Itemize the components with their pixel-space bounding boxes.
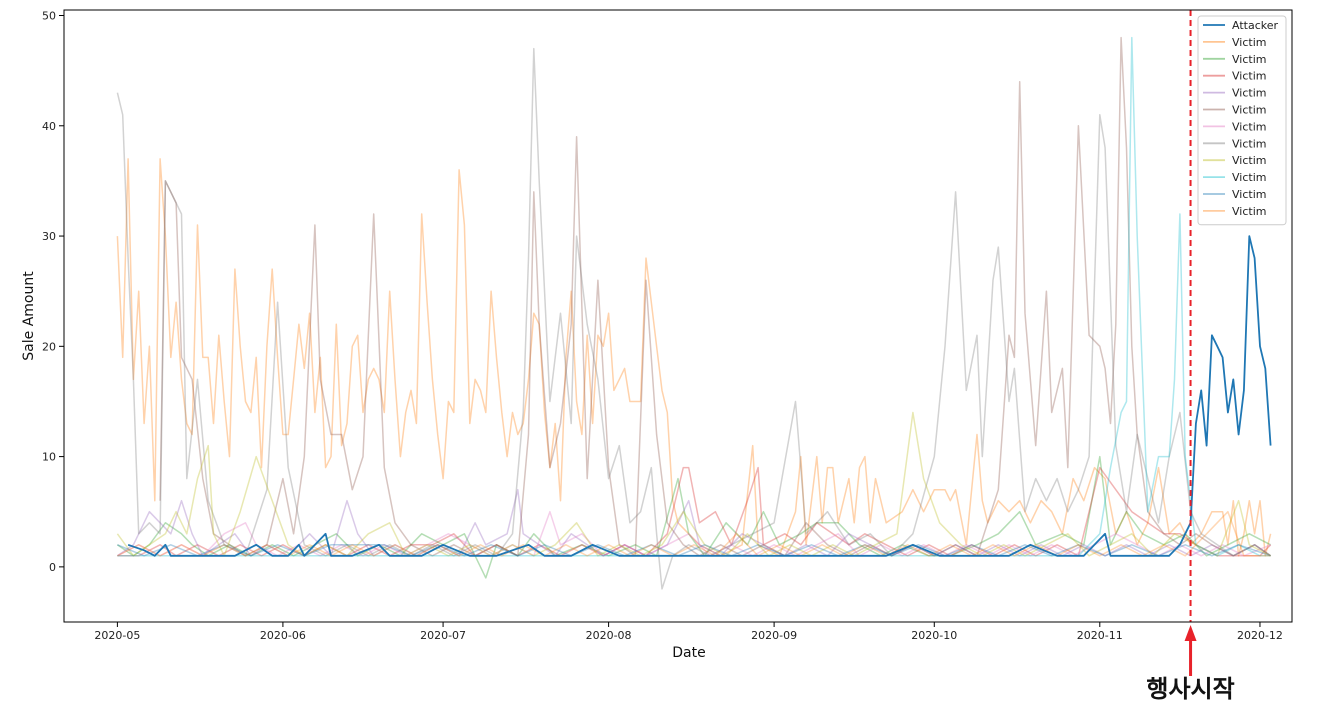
x-tick-label: 2020-11 (1077, 629, 1123, 642)
x-tick-label: 2020-07 (420, 629, 466, 642)
x-tick-label: 2020-05 (94, 629, 140, 642)
legend-entry-label: Victim (1232, 171, 1266, 184)
y-tick-label: 20 (42, 340, 56, 353)
y-axis: 0 10 20 30 40 50 (42, 10, 64, 574)
legend-entry-label: Victim (1232, 205, 1266, 218)
series-line-1 (116, 158, 1272, 557)
legend-entry-label: Victim (1232, 104, 1266, 117)
x-tick-label: 2020-10 (911, 629, 957, 642)
series-line-10 (117, 544, 1271, 557)
series-layer (116, 36, 1272, 590)
y-tick-label: 50 (42, 10, 56, 23)
legend-entry-label: Victim (1232, 137, 1266, 150)
x-tick-label: 2020-06 (260, 629, 306, 642)
annotation-layer: 행사시작 (1146, 625, 1235, 703)
series-line-0 (127, 235, 1272, 557)
y-tick-label: 0 (49, 561, 56, 574)
series-line-7 (116, 47, 1272, 590)
x-axis: 2020-05 2020-06 2020-07 2020-08 2020-09 2020-… (94, 622, 1283, 642)
x-axis-title: Date (672, 645, 705, 661)
legend-entry-label: Victim (1232, 188, 1266, 201)
legend-entry-label: Victim (1232, 154, 1266, 167)
legend: Attacker Victim Victim Victim Victim Victim Vi… (1197, 15, 1287, 226)
x-tick-label: 2020-09 (751, 629, 797, 642)
legend-entry-label: Victim (1232, 36, 1266, 49)
legend-entry-label: Attacker (1232, 19, 1278, 32)
series-line-6 (117, 510, 1271, 557)
y-tick-label: 30 (42, 230, 56, 243)
y-tick-label: 10 (42, 451, 56, 464)
series-line-4 (116, 488, 1272, 557)
series-line-5 (159, 36, 1272, 557)
x-tick-label: 2020-08 (586, 629, 632, 642)
plot-frame (63, 9, 1293, 623)
y-tick-label: 40 (42, 120, 56, 133)
legend-entry-label: Victim (1232, 70, 1266, 83)
y-axis-title: Sale Amount (21, 271, 37, 361)
series-line-11 (117, 510, 1271, 557)
legend-entry-label: Victim (1232, 120, 1266, 133)
x-tick-label: 2020-12 (1237, 629, 1283, 642)
event-start-label: 행사시작 (1146, 675, 1234, 703)
legend-box (1197, 15, 1287, 226)
event-start-arrow-head (1184, 625, 1197, 641)
legend-entry-label: Victim (1232, 53, 1266, 66)
series-line-8 (116, 411, 1271, 557)
legend-entry-label: Victim (1232, 87, 1266, 100)
